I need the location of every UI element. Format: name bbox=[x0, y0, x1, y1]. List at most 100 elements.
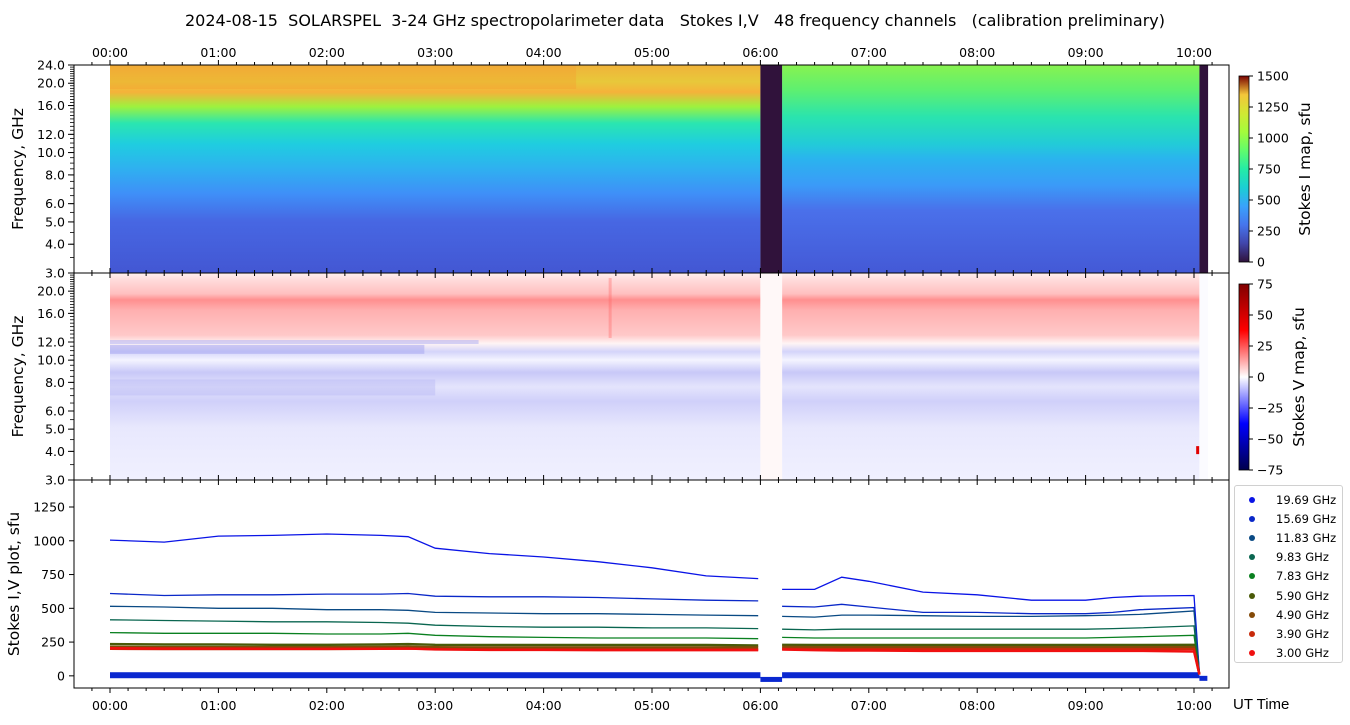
legend-label: 3.90 GHz bbox=[1276, 626, 1329, 641]
stokes-i-data-gap bbox=[760, 65, 783, 273]
series-line-19-69-ghz bbox=[782, 576, 1201, 674]
stokes-v-burst-streak bbox=[608, 278, 612, 338]
time-tick-label-top: 02:00 bbox=[309, 45, 345, 60]
time-tick-label-top: 04:00 bbox=[526, 45, 562, 60]
figure-title: 2024-08-15 SOLARSPEL 3-24 GHz spectropol… bbox=[185, 11, 1165, 30]
time-tick-label-bottom: 05:00 bbox=[634, 698, 670, 713]
legend-item: 19.69 GHz bbox=[1235, 490, 1342, 509]
legend-item: 15.69 GHz bbox=[1235, 509, 1342, 528]
stokes-v-data-gap bbox=[1199, 273, 1209, 480]
stokes-v-trace bbox=[110, 672, 761, 679]
colorbar-tick-label: −50 bbox=[1257, 432, 1283, 447]
time-tick-label-top: 05:00 bbox=[634, 45, 670, 60]
legend-marker-icon bbox=[1249, 496, 1255, 503]
series-line-3-00-ghz bbox=[782, 648, 1201, 675]
stokes-v-colorbar: −75 −50 −25 0 25 50 75 Stokes V map, sfu bbox=[1238, 277, 1308, 478]
legend: 19.69 GHz 15.69 GHz 11.83 GHz 9.83 GHz 7.83 … bbox=[1234, 485, 1343, 663]
time-tick-label-top: 01:00 bbox=[200, 45, 236, 60]
time-tick-label-bottom: 08:00 bbox=[959, 698, 995, 713]
series-line-9-83-ghz bbox=[782, 625, 1201, 675]
freq-tick-label: 5.0 bbox=[45, 214, 65, 229]
colorbar-tick-label: 50 bbox=[1257, 308, 1273, 323]
series-line-7-83-ghz bbox=[782, 634, 1201, 675]
stokes-i-data-gap bbox=[1199, 65, 1209, 273]
plot-y-tick-label: 500 bbox=[41, 601, 65, 616]
freq-tick-label: 20.0 bbox=[37, 76, 65, 91]
time-tick-label-bottom: 02:00 bbox=[309, 698, 345, 713]
stokes-v-trace bbox=[782, 672, 1200, 679]
legend-marker-icon bbox=[1249, 630, 1255, 637]
time-tick-label-top: 00:00 bbox=[92, 45, 128, 60]
colorbar-tick-label: 25 bbox=[1257, 339, 1273, 354]
legend-item: 3.90 GHz bbox=[1235, 624, 1342, 643]
series-line-4-90-ghz bbox=[782, 645, 1201, 675]
freq-tick-label: 8.0 bbox=[45, 375, 65, 390]
plot-y-tick-label: 1000 bbox=[33, 533, 65, 548]
time-tick-label-bottom: 10:00 bbox=[1176, 698, 1212, 713]
stokes-i-panel bbox=[110, 65, 1209, 273]
stokes-v-negative-band bbox=[110, 344, 425, 354]
freq-tick-label: 4.0 bbox=[45, 444, 65, 459]
legend-marker-icon bbox=[1249, 515, 1255, 522]
time-tick-label-bottom: 04:00 bbox=[526, 698, 562, 713]
series-line-19-69-ghz bbox=[109, 533, 759, 580]
freq-axis-label: Frequency, GHz bbox=[9, 316, 27, 438]
colorbar-tick-label: 0 bbox=[1257, 255, 1265, 270]
colorbar-label: Stokes I map, sfu bbox=[1296, 102, 1314, 236]
freq-tick-label: 16.0 bbox=[37, 306, 65, 321]
colorbar-tick-label: 500 bbox=[1257, 193, 1281, 208]
time-tick-label-top: 06:00 bbox=[742, 45, 778, 60]
legend-marker-icon bbox=[1249, 573, 1255, 580]
legend-item: 3.00 GHz bbox=[1235, 644, 1342, 663]
plot-y-tick-label: 1250 bbox=[33, 500, 65, 515]
legend-item: 5.90 GHz bbox=[1235, 586, 1342, 605]
stokes-iv-plot-panel bbox=[109, 533, 1208, 682]
legend-label: 4.90 GHz bbox=[1276, 607, 1329, 622]
series-line-9-83-ghz bbox=[109, 619, 759, 630]
series-line-3-90-ghz bbox=[782, 647, 1201, 675]
time-tick-label-top: 03:00 bbox=[417, 45, 453, 60]
colorbar-tick-label: 1000 bbox=[1257, 131, 1289, 146]
freq-tick-label: 10.0 bbox=[37, 145, 65, 160]
legend-label: 3.00 GHz bbox=[1276, 646, 1329, 661]
colorbar-tick-label: 1250 bbox=[1257, 100, 1289, 115]
freq-tick-label: 24.0 bbox=[37, 58, 65, 73]
time-tick-label-bottom: 09:00 bbox=[1068, 698, 1104, 713]
stokes-v-trace bbox=[1199, 675, 1208, 681]
freq-tick-label: 3.0 bbox=[45, 473, 65, 488]
stokes-v-map-segment bbox=[782, 273, 1200, 480]
plot-y-axis-label: Stokes I,V plot, sfu bbox=[5, 512, 23, 656]
freq-tick-label: 20.0 bbox=[37, 284, 65, 299]
legend-label: 5.90 GHz bbox=[1276, 588, 1329, 603]
colorbar-tick-label: −75 bbox=[1257, 463, 1283, 478]
freq-tick-label: 8.0 bbox=[45, 167, 65, 182]
axes-frame bbox=[73, 479, 1230, 689]
colorbar-gradient bbox=[1238, 283, 1250, 471]
stokes-i-map-segment bbox=[110, 65, 761, 273]
series-line-11-83-ghz bbox=[109, 605, 759, 617]
legend-label: 9.83 GHz bbox=[1276, 550, 1329, 565]
stokes-v-negative-band bbox=[110, 379, 436, 396]
time-tick-label-bottom: 07:00 bbox=[851, 698, 887, 713]
series-line-5-90-ghz bbox=[109, 642, 759, 647]
legend-marker-icon bbox=[1249, 592, 1255, 599]
colorbar-tick-label: 0 bbox=[1257, 370, 1265, 385]
time-tick-label-bottom: 06:00 bbox=[742, 698, 778, 713]
axis-labels: 00:00 00:00 01:00 01:00 02:00 02:00 03:00 03:00… bbox=[5, 45, 1230, 713]
legend-item: 7.83 GHz bbox=[1235, 567, 1342, 586]
freq-tick-label: 4.0 bbox=[45, 237, 65, 252]
series-line-4-90-ghz bbox=[109, 645, 759, 649]
legend-item: 4.90 GHz bbox=[1235, 605, 1342, 624]
colorbar-gradient bbox=[1238, 75, 1250, 263]
legend-item: 9.83 GHz bbox=[1235, 548, 1342, 567]
stokes-i-map-segment bbox=[782, 65, 1200, 273]
series-line-5-90-ghz bbox=[782, 643, 1201, 675]
time-tick-label-bottom: 03:00 bbox=[417, 698, 453, 713]
colorbar-tick-label: 250 bbox=[1257, 224, 1281, 239]
stokes-i-bright-band bbox=[110, 65, 577, 89]
legend-label: 7.83 GHz bbox=[1276, 569, 1329, 584]
stokes-v-panel bbox=[110, 273, 1209, 480]
legend-marker-icon bbox=[1249, 611, 1255, 618]
time-tick-label-top: 07:00 bbox=[851, 45, 887, 60]
